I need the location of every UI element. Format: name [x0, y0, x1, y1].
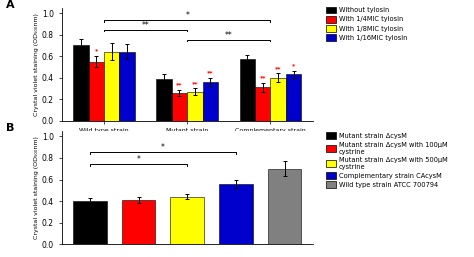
Bar: [156, 79, 172, 121]
Bar: [271, 78, 286, 121]
Text: **: **: [191, 81, 198, 86]
Text: *: *: [95, 49, 98, 53]
Text: A: A: [6, 0, 15, 10]
Bar: [122, 200, 155, 244]
Y-axis label: Crystal violet staining (OD₅₀₀nm): Crystal violet staining (OD₅₀₀nm): [34, 136, 39, 239]
Legend: Mutant strain ΔcysM, Mutant strain ΔcysM with 100μM
cystrine, Mutant strain Δcys: Mutant strain ΔcysM, Mutant strain ΔcysM…: [326, 132, 448, 189]
Text: *: *: [161, 143, 165, 152]
Text: *: *: [292, 63, 295, 69]
Bar: [172, 93, 187, 121]
Text: **: **: [207, 70, 214, 75]
Bar: [268, 169, 301, 244]
Y-axis label: Crystal violet staining (OD₅₀₀nm): Crystal violet staining (OD₅₀₀nm): [34, 13, 39, 116]
Text: **: **: [142, 21, 149, 30]
Text: *: *: [185, 11, 189, 20]
Text: *: *: [137, 155, 140, 164]
Bar: [73, 201, 107, 244]
Text: **: **: [275, 66, 282, 71]
Bar: [73, 45, 89, 121]
Bar: [219, 184, 253, 244]
Bar: [187, 92, 203, 121]
Text: **: **: [225, 31, 233, 40]
Bar: [286, 75, 301, 121]
Bar: [170, 197, 204, 244]
Text: B: B: [6, 123, 15, 133]
Bar: [104, 52, 119, 121]
Bar: [203, 82, 218, 121]
Bar: [255, 87, 271, 121]
Bar: [239, 59, 255, 121]
Bar: [89, 62, 104, 121]
Bar: [119, 52, 135, 121]
Text: **: **: [176, 82, 183, 87]
Text: **: **: [259, 75, 266, 80]
Legend: Without tylosin, With 1/4MIC tylosin, With 1/8MIC tylosin, With 1/16MIC tylosin: Without tylosin, With 1/4MIC tylosin, Wi…: [326, 6, 408, 42]
